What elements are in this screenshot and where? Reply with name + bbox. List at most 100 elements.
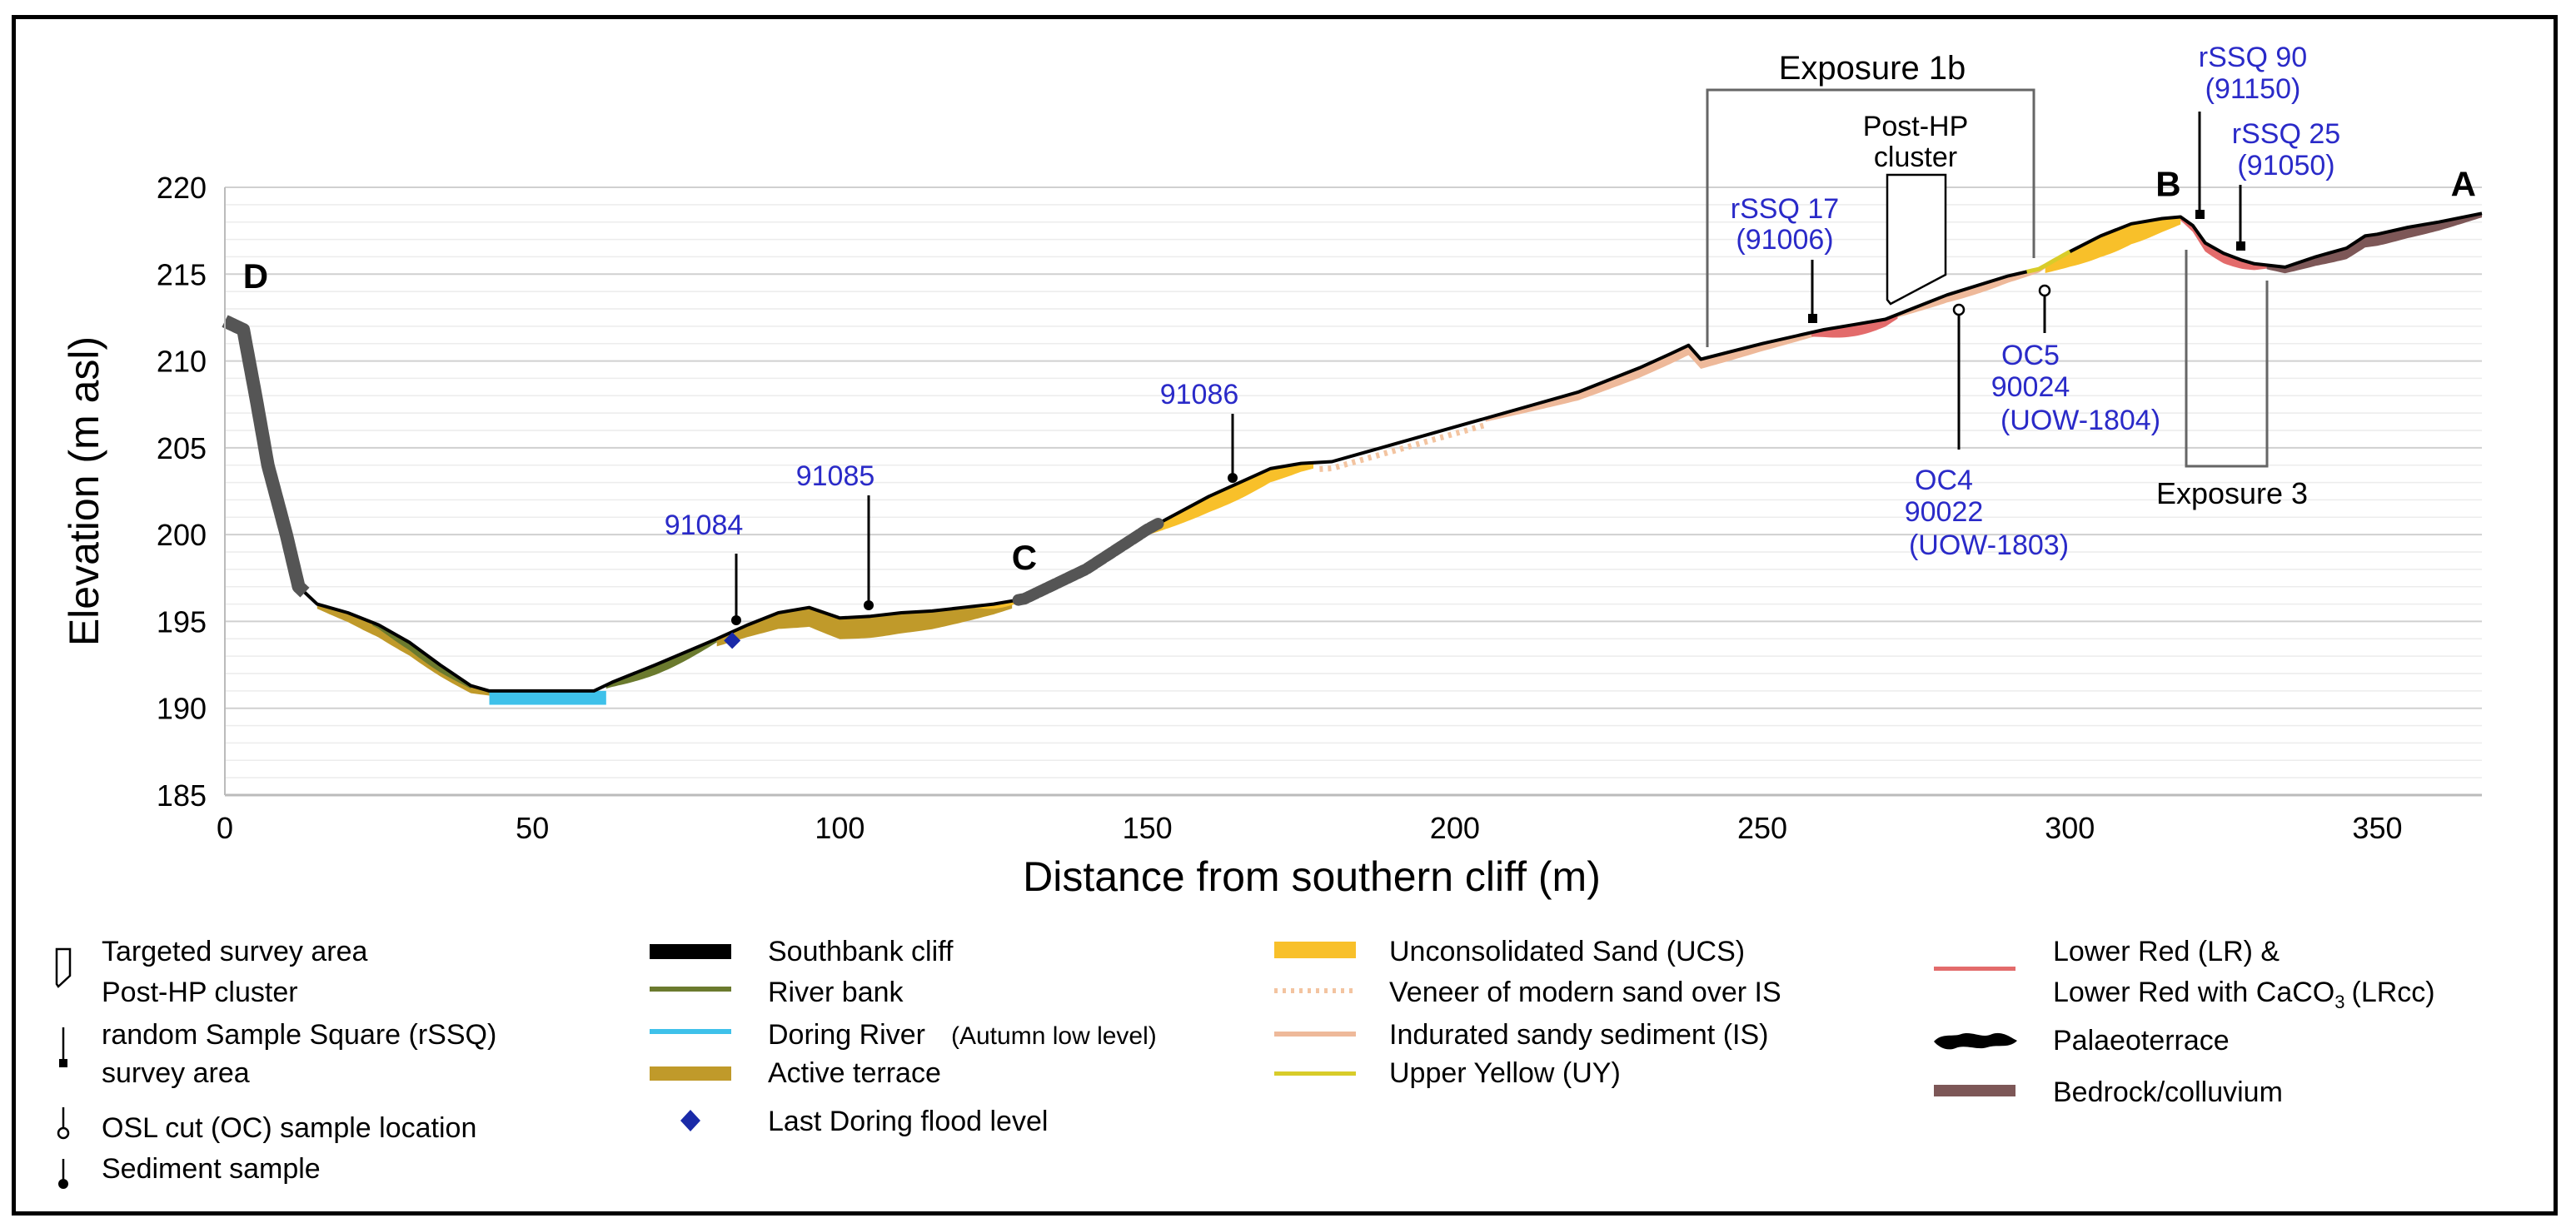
rssq25-label-line2: (91050) xyxy=(2237,150,2334,181)
legend-palaeoterrace-swatch xyxy=(1934,1032,2017,1050)
unit-river-bank-left xyxy=(372,622,471,689)
legend-lrcc-subscript: 3 xyxy=(2334,992,2344,1012)
legend-col4-item-4: Palaeoterrace xyxy=(2053,1025,2230,1056)
upper-yellow-segment xyxy=(2026,250,2071,274)
rssq90-label-line1: rSSQ 90 xyxy=(2199,42,2307,73)
legend-lrcc-text: Lower Red with CaCO xyxy=(2053,977,2334,1008)
x-tick-label-250: 250 xyxy=(1737,811,1787,845)
exposure1b-bracket xyxy=(1706,88,2035,347)
y-tick-label-210: 210 xyxy=(157,345,207,379)
posthp-survey-area xyxy=(1886,173,1947,306)
s91085-marker xyxy=(864,600,874,610)
s91084-marker xyxy=(731,615,741,625)
x-tick-label-50: 50 xyxy=(516,811,549,845)
posthp-label-line1: Post-HP xyxy=(1863,111,1969,142)
oc4-label-line1: OC4 xyxy=(1915,465,1973,496)
legend-doring-river-swatch xyxy=(650,1029,731,1034)
y-tick-label-195: 195 xyxy=(157,604,207,639)
southbank-cliff-segment xyxy=(219,315,311,598)
oc4-label-line3: (UOW-1803) xyxy=(1909,529,2069,561)
legend-is-swatch xyxy=(1274,1032,1356,1037)
legend-southbank-cliff-swatch xyxy=(650,944,731,959)
y-tick-label-190: 190 xyxy=(157,692,207,726)
x-tick-label-200: 200 xyxy=(1430,811,1480,845)
oc4-label-line2: 90022 xyxy=(1905,496,1984,528)
y-tick-label-220: 220 xyxy=(157,171,207,205)
legend-lr-swatch xyxy=(1934,967,2015,971)
legend-col1-item-1: Post-HP cluster xyxy=(102,977,298,1008)
annotations: 91084 91085 91086 rSSQ 17 (91006) rSSQ 9… xyxy=(665,42,2340,625)
y-tick-label-185: 185 xyxy=(157,778,207,813)
legend-col1-item-4: OSL cut (OC) sample location xyxy=(102,1112,476,1144)
x-tick-label-150: 150 xyxy=(1123,811,1173,845)
x-tick-label-300: 300 xyxy=(2045,811,2095,845)
unit-is-right xyxy=(1897,265,2045,318)
y-tick-label-215: 215 xyxy=(157,257,207,291)
s91086-label: 91086 xyxy=(1160,379,1239,410)
legend-ucs-swatch xyxy=(1274,942,1356,958)
legend-targeted-survey-area-icon xyxy=(55,947,72,988)
legend-active-terrace-swatch xyxy=(650,1066,731,1081)
rssq25-label-line1: rSSQ 25 xyxy=(2232,118,2340,150)
oc5-label-line3: (UOW-1804) xyxy=(2001,405,2160,436)
grid-lines xyxy=(225,186,2482,778)
sediment-units xyxy=(316,213,2482,705)
point-label-C: C xyxy=(1012,538,1037,577)
legend: Targeted survey area Post-HP cluster ran… xyxy=(55,936,2435,1189)
profile-line xyxy=(224,211,2483,693)
legend-col2-item-1: River bank xyxy=(768,977,904,1008)
point-label-B: B xyxy=(2155,164,2180,203)
oc5-marker xyxy=(2038,284,2051,297)
legend-col2-item-4: Active terrace xyxy=(768,1057,941,1089)
oc4-marker xyxy=(1952,303,1966,316)
legend-col3-item-2: Indurated sandy sediment (IS) xyxy=(1389,1019,1768,1051)
palaeoterrace-segment xyxy=(1012,517,1166,606)
figure-frame xyxy=(12,15,2558,1216)
legend-col1-item-2: random Sample Square (rSSQ) xyxy=(102,1019,496,1051)
rssq17-marker xyxy=(1808,314,1817,323)
s91084-label: 91084 xyxy=(665,510,744,541)
legend-lrcc-suffix: (LRcc) xyxy=(2352,977,2435,1008)
rssq25-marker xyxy=(2236,241,2245,251)
legend-col4-item-0: Lower Red (LR) & xyxy=(2053,936,2280,967)
point-label-D: D xyxy=(243,256,268,296)
profile-lines xyxy=(219,211,2483,693)
legend-col2-item-5: Last Doring flood level xyxy=(768,1106,1048,1137)
legend-col1-item-5: Sediment sample xyxy=(102,1153,321,1185)
x-tick-label-350: 350 xyxy=(2352,811,2402,845)
tick-labels: 0 50 100 150 200 250 300 350 185 190 195 200 205 210 2… xyxy=(157,171,2403,845)
legend-col2-item-0: Southbank cliff xyxy=(768,936,954,967)
s91085-label: 91085 xyxy=(796,460,875,492)
exposure3-bracket xyxy=(2185,250,2269,468)
legend-bedrock-swatch xyxy=(1934,1085,2015,1096)
y-tick-label-200: 200 xyxy=(157,518,207,552)
legend-col1-item-3: survey area xyxy=(102,1057,250,1089)
legend-col3-item-0: Unconsolidated Sand (UCS) xyxy=(1389,936,1745,967)
x-tick-label-100: 100 xyxy=(815,811,864,845)
legend-uy-swatch xyxy=(1274,1071,1356,1076)
s91086-marker xyxy=(1228,473,1238,483)
legend-sediment-icon xyxy=(58,1179,68,1189)
legend-col4-item-1: Lower Red with CaCO3 (LRcc) xyxy=(2053,977,2435,1012)
rssq17-label-line1: rSSQ 17 xyxy=(1731,193,1839,225)
legend-flood-level-icon xyxy=(680,1110,700,1131)
x-tick-label-0: 0 xyxy=(217,811,233,845)
axes xyxy=(224,187,2482,797)
unit-veneer xyxy=(1319,422,1487,472)
legend-col2-item-3: (Autumn low level) xyxy=(951,1022,1157,1050)
rssq90-label-line2: (91150) xyxy=(2205,73,2301,105)
point-label-A: A xyxy=(2451,164,2476,203)
legend-col1-item-0: Targeted survey area xyxy=(102,936,367,967)
unit-ucs-mid xyxy=(1147,462,1313,535)
exposure3-label: Exposure 3 xyxy=(2156,476,2308,510)
legend-col3-item-3: Upper Yellow (UY) xyxy=(1389,1057,1621,1089)
point-labels: D C B A xyxy=(243,164,2476,576)
rssq17-label-line2: (91006) xyxy=(1736,224,1833,256)
oc5-label-line1: OC5 xyxy=(2001,340,2060,371)
unit-ucs-b xyxy=(2045,216,2181,273)
legend-col3-item-1: Veneer of modern sand over IS xyxy=(1389,977,1781,1008)
unit-doring-river xyxy=(489,690,606,705)
legend-col4-item-5: Bedrock/colluvium xyxy=(2053,1076,2283,1108)
legend-col2-item-2: Doring River xyxy=(768,1019,925,1051)
